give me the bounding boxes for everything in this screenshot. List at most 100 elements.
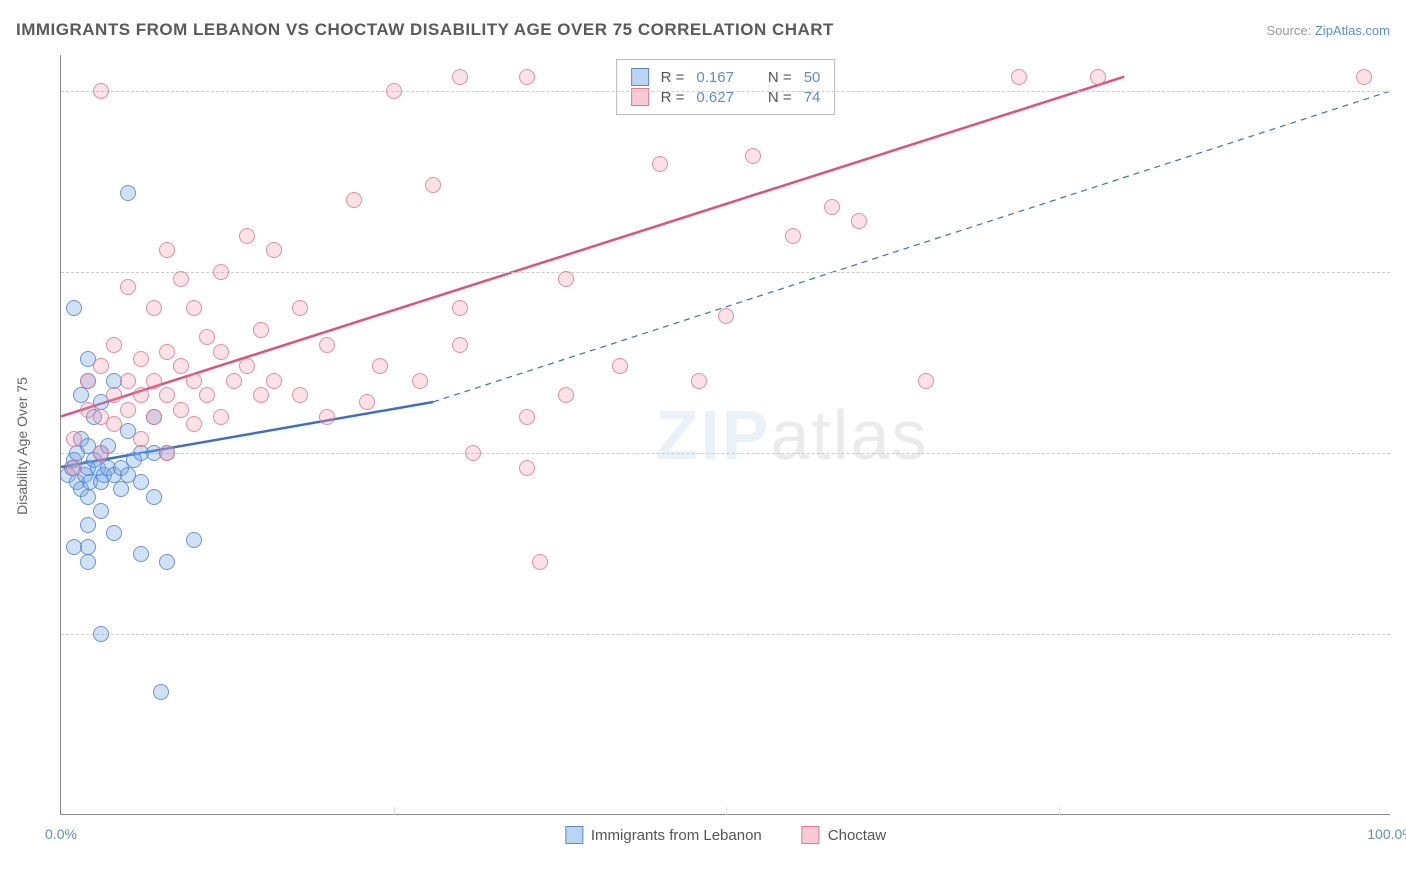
data-point bbox=[372, 358, 388, 374]
data-point bbox=[146, 373, 162, 389]
data-point bbox=[186, 416, 202, 432]
data-point bbox=[159, 242, 175, 258]
data-point bbox=[412, 373, 428, 389]
data-point bbox=[386, 83, 402, 99]
ytick-label: 25.0% bbox=[1400, 626, 1406, 642]
data-point bbox=[146, 300, 162, 316]
data-point bbox=[159, 344, 175, 360]
data-point bbox=[745, 148, 761, 164]
xtick-label-right: 100.0% bbox=[1367, 826, 1406, 842]
data-point bbox=[173, 271, 189, 287]
data-point bbox=[93, 503, 109, 519]
chart-header: IMMIGRANTS FROM LEBANON VS CHOCTAW DISAB… bbox=[16, 20, 1390, 40]
data-point bbox=[66, 539, 82, 555]
source-link[interactable]: ZipAtlas.com bbox=[1315, 23, 1390, 38]
data-point bbox=[253, 322, 269, 338]
legend-r-blue: 0.167 bbox=[696, 69, 734, 86]
data-point bbox=[80, 373, 96, 389]
data-point bbox=[93, 445, 109, 461]
data-point bbox=[519, 409, 535, 425]
data-point bbox=[226, 373, 242, 389]
legend-n-label: N = bbox=[768, 69, 792, 86]
plot-area: ZIPatlas R = 0.167 N = 50 R = 0.627 N = … bbox=[60, 55, 1390, 815]
data-point bbox=[785, 228, 801, 244]
data-point bbox=[106, 525, 122, 541]
data-point bbox=[319, 409, 335, 425]
data-point bbox=[532, 554, 548, 570]
data-point bbox=[186, 373, 202, 389]
data-point bbox=[66, 300, 82, 316]
data-point bbox=[213, 344, 229, 360]
data-point bbox=[80, 489, 96, 505]
watermark-rest: atlas bbox=[770, 396, 928, 474]
data-point bbox=[159, 445, 175, 461]
data-point bbox=[319, 337, 335, 353]
legend-r-label: R = bbox=[661, 69, 685, 86]
ytick-label: 75.0% bbox=[1400, 264, 1406, 280]
ytick-label: 50.0% bbox=[1400, 445, 1406, 461]
data-point bbox=[652, 156, 668, 172]
watermark-bold: ZIP bbox=[656, 396, 771, 474]
data-point bbox=[66, 460, 82, 476]
data-point bbox=[173, 358, 189, 374]
data-point bbox=[133, 351, 149, 367]
data-point bbox=[691, 373, 707, 389]
data-point bbox=[851, 213, 867, 229]
data-point bbox=[113, 481, 129, 497]
data-point bbox=[120, 402, 136, 418]
data-point bbox=[452, 337, 468, 353]
data-point bbox=[93, 83, 109, 99]
xtick-minor bbox=[726, 807, 727, 815]
data-point bbox=[106, 416, 122, 432]
data-point bbox=[80, 554, 96, 570]
chart-title: IMMIGRANTS FROM LEBANON VS CHOCTAW DISAB… bbox=[16, 20, 834, 40]
data-point bbox=[159, 554, 175, 570]
data-point bbox=[133, 431, 149, 447]
data-point bbox=[80, 517, 96, 533]
data-point bbox=[558, 387, 574, 403]
xtick-minor bbox=[394, 807, 395, 815]
ytick-label: 100.0% bbox=[1400, 83, 1406, 99]
data-point bbox=[106, 337, 122, 353]
data-point bbox=[133, 387, 149, 403]
data-point bbox=[146, 489, 162, 505]
data-point bbox=[346, 192, 362, 208]
xtick-label-left: 0.0% bbox=[45, 826, 77, 842]
data-point bbox=[239, 228, 255, 244]
data-point bbox=[146, 409, 162, 425]
data-point bbox=[253, 387, 269, 403]
data-point bbox=[120, 279, 136, 295]
data-point bbox=[425, 177, 441, 193]
data-point bbox=[266, 373, 282, 389]
source-attribution: Source: ZipAtlas.com bbox=[1266, 23, 1390, 38]
data-point bbox=[186, 532, 202, 548]
data-point bbox=[133, 474, 149, 490]
gridline-h bbox=[61, 272, 1390, 273]
data-point bbox=[612, 358, 628, 374]
trend-lines bbox=[61, 55, 1390, 814]
data-point bbox=[519, 69, 535, 85]
data-point bbox=[824, 199, 840, 215]
data-point bbox=[213, 409, 229, 425]
legend-item-blue: Immigrants from Lebanon bbox=[565, 826, 762, 844]
data-point bbox=[106, 387, 122, 403]
legend-row-blue: R = 0.167 N = 50 bbox=[631, 68, 821, 86]
data-point bbox=[120, 373, 136, 389]
source-prefix: Source: bbox=[1266, 23, 1314, 38]
swatch-blue bbox=[565, 826, 583, 844]
data-point bbox=[120, 185, 136, 201]
data-point bbox=[93, 358, 109, 374]
data-point bbox=[292, 387, 308, 403]
swatch-pink bbox=[802, 826, 820, 844]
data-point bbox=[133, 546, 149, 562]
data-point bbox=[159, 387, 175, 403]
series-name-blue: Immigrants from Lebanon bbox=[591, 827, 762, 844]
data-point bbox=[153, 684, 169, 700]
data-point bbox=[519, 460, 535, 476]
xtick-minor bbox=[1059, 807, 1060, 815]
data-point bbox=[359, 394, 375, 410]
data-point bbox=[465, 445, 481, 461]
data-point bbox=[66, 431, 82, 447]
legend-n-blue: 50 bbox=[804, 69, 821, 86]
data-point bbox=[1090, 69, 1106, 85]
